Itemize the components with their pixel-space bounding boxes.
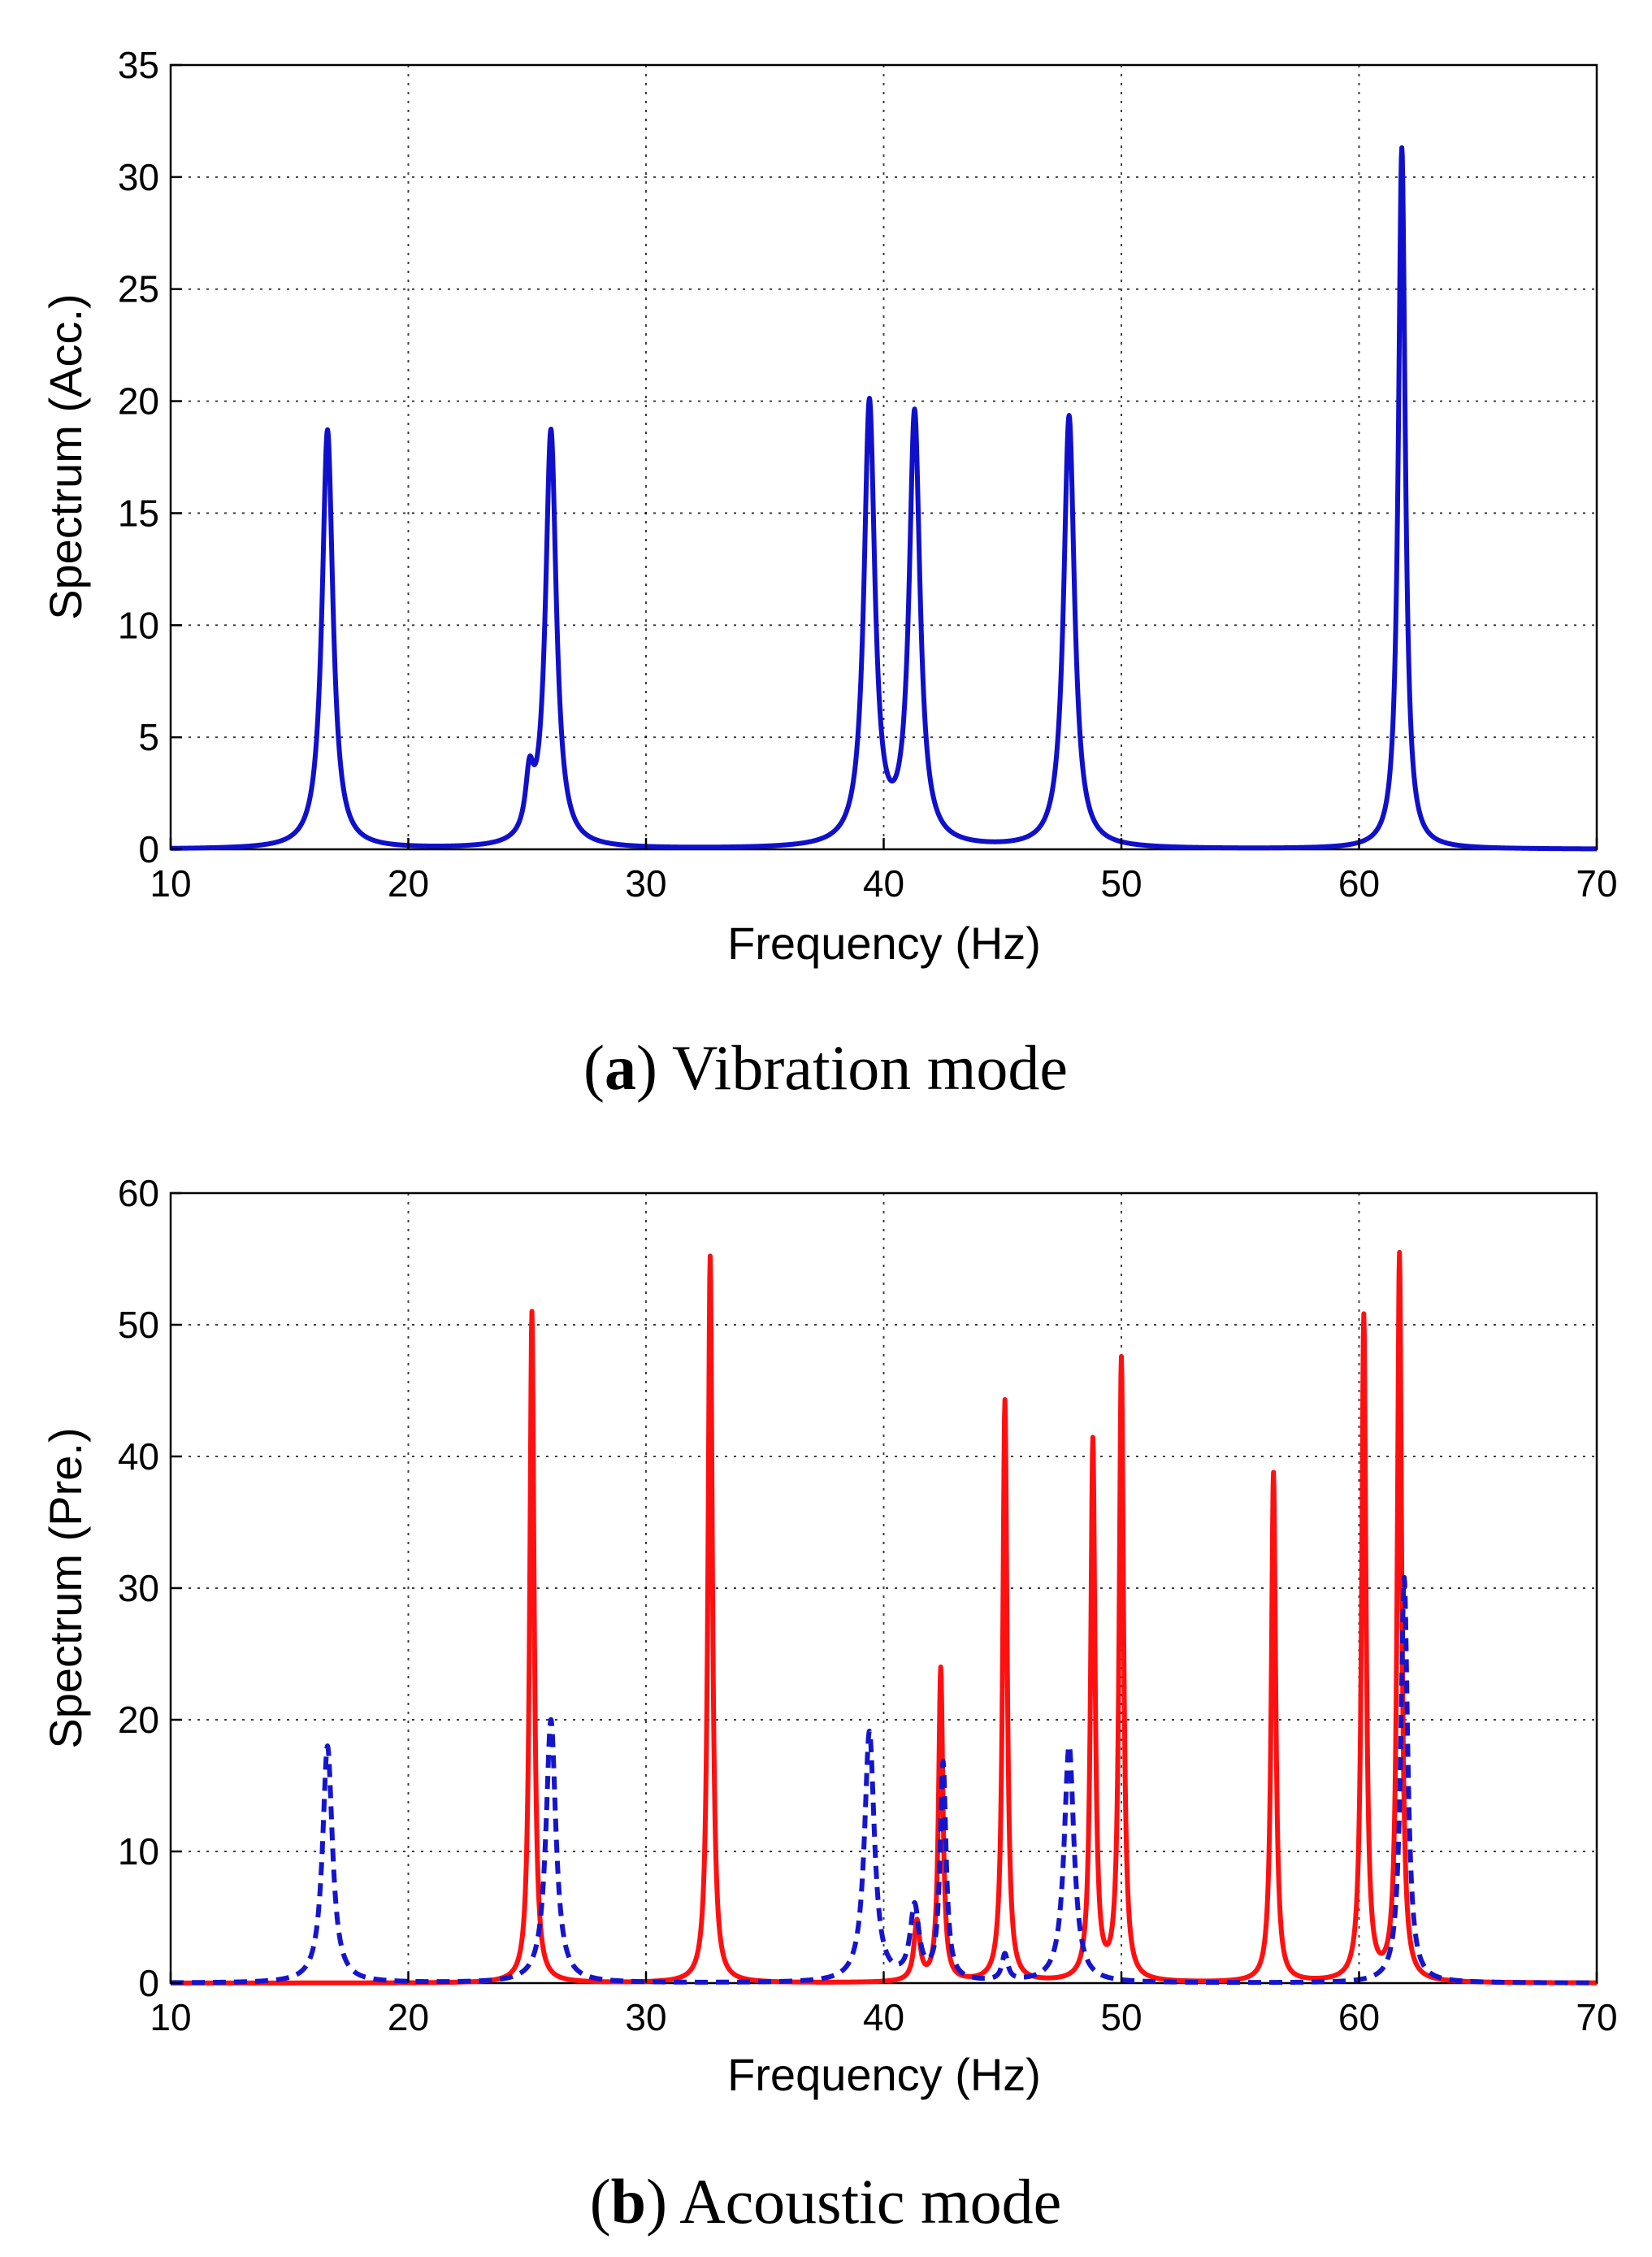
panel-a-x-tick-label: 40 <box>863 862 904 905</box>
panel-b-x-tick-label: 40 <box>863 1996 904 2038</box>
panel-a-y-tick-label: 25 <box>118 268 159 310</box>
panel-a-grid <box>171 65 1597 849</box>
panel-a-vibration: 10 20 30 40 50 60 70 0 5 10 15 20 25 30 35 Frequency … <box>40 44 1618 1103</box>
panel-b-x-tick-label: 50 <box>1100 1996 1142 2038</box>
panel-a-x-axis-label: Frequency (Hz) <box>727 918 1041 969</box>
panel-a-y-tick-label: 0 <box>138 828 159 870</box>
panel-a-y-tick-label: 10 <box>118 604 159 646</box>
panel-b-x-axis-label: Frequency (Hz) <box>727 2049 1041 2100</box>
panel-a-caption: (a) Vibration mode <box>583 1032 1068 1103</box>
panel-a-caption-letter: a <box>605 1032 636 1103</box>
panel-b-y-ticks: 0 10 20 30 40 50 60 <box>118 1172 182 2004</box>
panel-a-y-tick-label: 30 <box>118 156 159 198</box>
panel-b-caption-letter: b <box>611 2166 646 2237</box>
panel-a-y-tick-label: 20 <box>118 380 159 423</box>
panel-b-series-vibration-reference <box>168 1574 1599 1986</box>
panel-b-grid <box>171 1193 1597 1983</box>
panel-a-x-tick-label: 60 <box>1338 862 1380 905</box>
panel-a-y-tick-label: 5 <box>138 716 159 758</box>
panel-b-y-tick-label: 0 <box>138 1962 159 2004</box>
panel-a-y-tick-label: 35 <box>118 44 159 86</box>
panel-a-x-ticks: 10 20 30 40 50 60 70 <box>150 838 1618 905</box>
panel-a-y-ticks: 0 5 10 15 20 25 30 35 <box>118 44 182 870</box>
panel-b-x-ticks: 10 20 30 40 50 60 70 <box>150 1972 1618 2038</box>
panel-b-y-tick-label: 30 <box>118 1567 159 1609</box>
panel-b-x-tick-label: 70 <box>1576 1996 1617 2038</box>
panel-b-x-tick-label: 10 <box>150 1996 191 2038</box>
panel-a-x-tick-label: 20 <box>388 862 429 905</box>
panel-b-caption: (b) Acoustic mode <box>590 2166 1062 2237</box>
panel-b-x-tick-label: 60 <box>1338 1996 1380 2038</box>
panel-b-caption-text: ) Acoustic mode <box>646 2166 1061 2237</box>
panel-a-y-tick-label: 15 <box>118 492 159 534</box>
panel-b-x-tick-label: 30 <box>625 1996 666 2038</box>
panel-b-y-tick-label: 40 <box>118 1435 159 1478</box>
panel-a-x-tick-label: 30 <box>625 862 666 905</box>
panel-b-y-tick-label: 50 <box>118 1304 159 1346</box>
panel-a-y-axis-label: Spectrum (Acc.) <box>40 293 91 619</box>
panel-a-x-tick-label: 70 <box>1576 862 1617 905</box>
panel-a-x-tick-label: 10 <box>150 862 191 905</box>
panel-b-y-tick-label: 60 <box>118 1172 159 1214</box>
panel-a-caption-text: ) Vibration mode <box>636 1032 1068 1103</box>
panel-b-y-axis-label: Spectrum (Pre.) <box>40 1427 91 1748</box>
panel-a-x-tick-label: 50 <box>1100 862 1142 905</box>
panel-b-y-tick-label: 20 <box>118 1699 159 1741</box>
panel-b-x-tick-label: 20 <box>388 1996 429 2038</box>
panel-b-y-tick-label: 10 <box>118 1830 159 1873</box>
